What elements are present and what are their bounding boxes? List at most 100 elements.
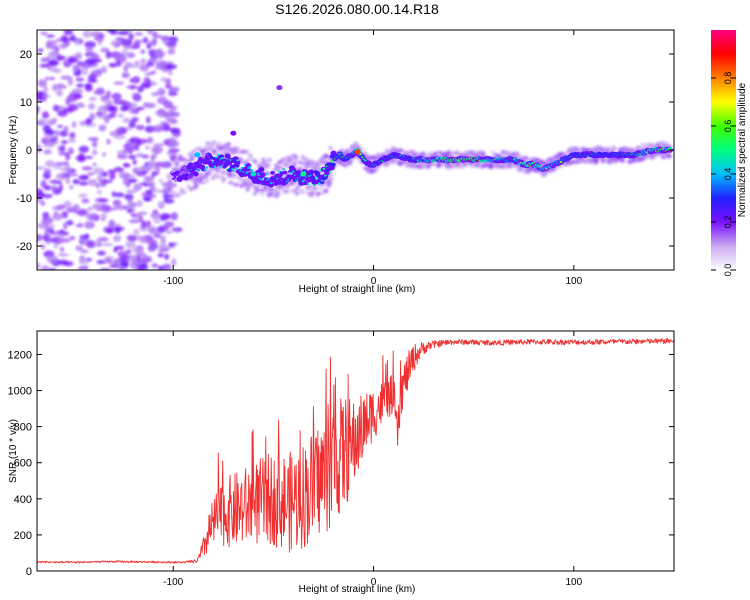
spectrogram-noise-blob [163, 100, 173, 109]
spectrogram-noise-blob [80, 249, 89, 254]
spectrogram-noise-blob [71, 120, 77, 129]
spectrogram-noise-blob [151, 92, 159, 97]
spectrogram-halo-blob [245, 187, 251, 192]
spectrogram-noise-blob [168, 242, 175, 247]
colorbar-tick-label: 0.4 [723, 168, 733, 181]
snr-ytick-label: 800 [14, 422, 32, 434]
spectrogram-noise-blob [122, 104, 129, 111]
spectrogram-halo-blob [248, 156, 254, 161]
spectrogram-noise-blob [128, 33, 135, 40]
spectrogram-noise-blob [129, 102, 138, 109]
spectrogram-noise-blob [140, 58, 146, 64]
spectrogram-noise-blob [82, 30, 92, 38]
spectrogram-halo-blob [221, 176, 227, 181]
spectrogram-noise-blob [60, 140, 69, 145]
spectrogram-noise-blob [68, 77, 74, 86]
spectrogram-halo-blob [264, 188, 270, 193]
spectrogram-noise-blob [42, 171, 51, 180]
spectrogram-noise-blob [90, 31, 102, 38]
spectrogram-noise-blob [113, 167, 125, 171]
spectrogram-noise-blob [146, 79, 151, 84]
spectrogram-noise-blob [134, 60, 141, 66]
spectrogram-noise-blob [43, 142, 54, 148]
snr-xlabel: Height of straight line (km) [299, 584, 416, 595]
spectrogram-noise-blob [141, 154, 150, 159]
spectrogram-halo-blob [211, 148, 217, 153]
spectrogram-noise-blob [117, 154, 129, 160]
spectrogram-halo-blob [188, 187, 194, 192]
spectrogram-halo-blob [235, 146, 241, 151]
spectrogram-noise-blob [58, 259, 68, 266]
spectrogram-feature-blob [230, 130, 237, 136]
spectrogram-noise-blob [132, 159, 137, 165]
spectrogram-noise-blob [72, 65, 80, 72]
colorbar-ticks: 0.0 0.2 0.4 0.6 0.8 [711, 72, 736, 276]
spectrogram-noise-blob [50, 39, 58, 48]
spectrogram-ridge-blob [205, 166, 209, 169]
spectrogram-noise-blob [84, 155, 94, 159]
spectrogram-noise-blob [76, 83, 84, 88]
spectrogram-noise-blob [63, 125, 69, 133]
spectrogram-noise-blob [145, 62, 155, 67]
spectrogram-noise-blob [132, 246, 142, 254]
spectrogram-noise-blob [113, 246, 118, 253]
snr-ytick-label: 1000 [8, 386, 32, 398]
spectrogram-noise-blob [78, 181, 89, 186]
spectrogram-ridge-blob [259, 172, 266, 178]
spectrogram-ridge-blob [270, 171, 275, 175]
colorbar-tick-label: 0.8 [723, 72, 733, 85]
spectrogram-noise-blob [130, 213, 136, 217]
spectrogram-noise-blob [113, 81, 125, 85]
spectrogram-halo-blob [209, 168, 215, 173]
spectrogram-noise-blob [87, 103, 96, 110]
spectrogram-noise-blob [163, 198, 175, 204]
spectrogram-ridge-blob [288, 171, 292, 174]
spectrogram-halo-blob [198, 172, 204, 177]
spectrogram-noise-blob [78, 145, 89, 153]
spectrogram-noise-blob [81, 62, 92, 69]
spectrogram-ytick-label: -10 [16, 193, 32, 205]
spectrogram-noise-blob [166, 63, 173, 70]
spectrogram-halo-blob [266, 157, 272, 162]
spectrogram-halo-blob [193, 184, 199, 189]
spectrogram-noise-blob [43, 133, 55, 141]
spectrogram-noise-blob [130, 64, 140, 68]
spectrogram-ridge-blob [331, 162, 336, 167]
spectrogram-noise-blob [115, 192, 125, 198]
spectrogram-feature-blob [250, 171, 257, 177]
spectrogram-noise-blob [100, 171, 109, 177]
spectrogram-noise-blob [157, 265, 164, 270]
spectrogram-noise-blob [98, 124, 107, 132]
spectrogram-noise-blob [158, 178, 164, 183]
spectrogram-halo-blob [232, 172, 238, 177]
spectrogram-noise-blob [108, 63, 117, 68]
spectrogram-noise-blob [78, 260, 90, 265]
spectrogram-noise-blob [63, 61, 71, 68]
spectrogram-noise-blob [102, 152, 107, 157]
spectrogram-noise-blob [42, 124, 51, 133]
spectrogram-noise-blob [168, 148, 180, 153]
spectrogram-ridge-blob [232, 169, 236, 173]
spectrogram-noise-blob [43, 184, 51, 191]
spectrogram-noise-blob [91, 140, 98, 148]
spectrogram-halo-blob [259, 192, 265, 197]
spectrogram-noise-blob [144, 125, 155, 133]
spectrogram-ridge-blob [292, 170, 295, 173]
spectrogram-ridge-blob [314, 176, 318, 179]
spectrogram-halo-blob [384, 148, 390, 153]
spectrogram-halo-blob [216, 169, 222, 174]
spectrogram-noise-blob [97, 37, 103, 46]
spectrogram-noise-blob [78, 193, 88, 198]
spectrogram-halo-blob [489, 164, 495, 169]
spectrogram-ridge-blob [231, 168, 234, 171]
spectrogram-halo-blob [204, 178, 210, 183]
spectrogram-ridge-blob [328, 165, 335, 171]
spectrogram-halo-blob [292, 161, 298, 166]
spectrogram-noise-blob [52, 107, 60, 112]
spectrogram-ridge-blob [324, 174, 327, 177]
snr-series-line [37, 337, 674, 564]
spectrogram-noise-blob [167, 68, 173, 76]
spectrogram-noise-blob [135, 170, 147, 177]
spectrogram-noise-blob [122, 117, 132, 124]
